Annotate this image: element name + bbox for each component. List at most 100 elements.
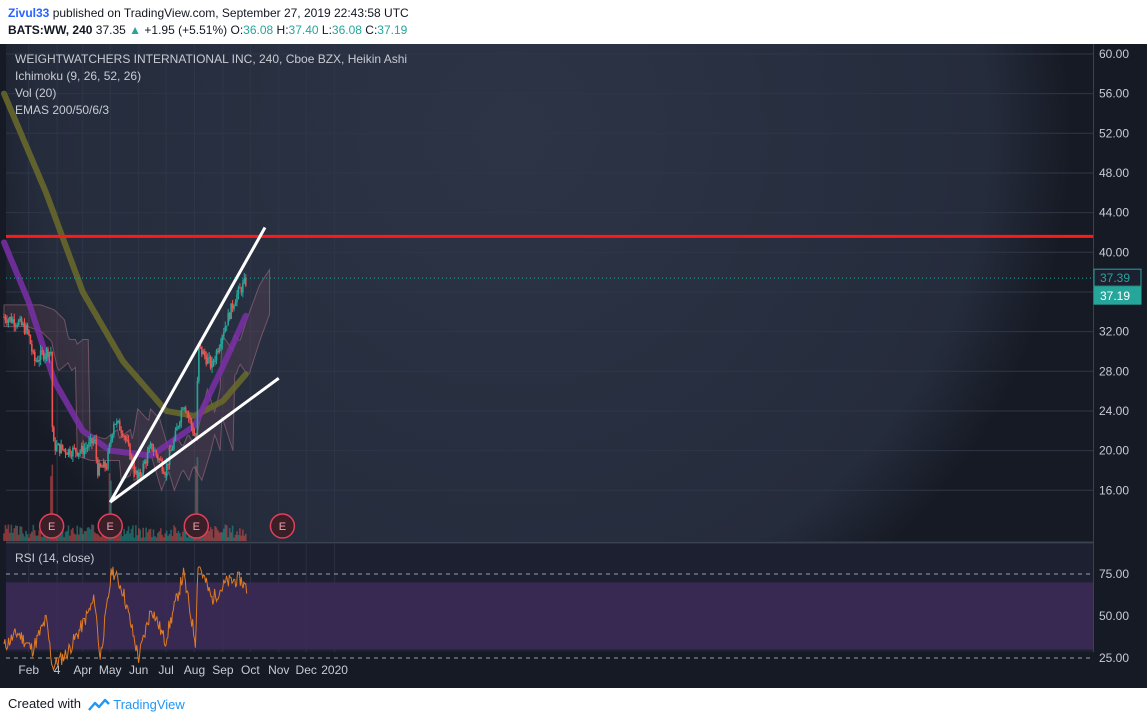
- volume-bar: [126, 530, 128, 541]
- rsi-tick-label: 50.00: [1099, 609, 1129, 623]
- candle-body: [118, 420, 121, 431]
- candle-body: [227, 312, 229, 326]
- volume-bar: [158, 531, 161, 541]
- volume-bar: [129, 533, 131, 541]
- volume-bar: [79, 527, 81, 541]
- candle-body: [117, 420, 120, 422]
- emas-legend[interactable]: EMAS 200/50/6/3: [15, 103, 110, 117]
- candle-body: [190, 419, 193, 427]
- volume-bar: [13, 528, 16, 541]
- volume-bar: [19, 526, 21, 541]
- rsi-legend[interactable]: RSI (14, close): [15, 551, 95, 565]
- tradingview-brand[interactable]: TradingView: [113, 697, 185, 713]
- rsi-tick-label: 75.00: [1099, 567, 1129, 581]
- volume-bar: [214, 525, 216, 541]
- volume-bar: [20, 526, 23, 541]
- candle-body: [214, 360, 216, 363]
- candle-body: [80, 445, 83, 452]
- up-arrow-icon: ▲: [129, 23, 142, 37]
- candle-body: [91, 438, 93, 444]
- candle-body: [82, 445, 84, 455]
- volume-bar: [10, 524, 13, 541]
- volume-bar: [4, 524, 7, 541]
- x-tick-label: Sep: [212, 663, 234, 677]
- volume-bar: [138, 527, 140, 541]
- volume-bar: [64, 531, 67, 541]
- candle-body: [79, 451, 81, 453]
- ohlc-line: BATS:WW, 240 37.35 ▲ +1.95 (+5.51%) O:36…: [8, 23, 407, 37]
- ema200-line: [1, 90, 249, 420]
- volume-bar: [107, 537, 109, 541]
- y-tick-label: 40.00: [1099, 245, 1129, 259]
- ichimoku-legend[interactable]: Ichimoku (9, 26, 52, 26): [15, 69, 142, 83]
- candle-body: [108, 443, 111, 452]
- volume-bar: [33, 530, 36, 541]
- volume-bar: [39, 527, 42, 541]
- candle-body: [220, 343, 222, 348]
- candle-body: [130, 456, 133, 460]
- candle-body: [152, 449, 155, 452]
- author-link[interactable]: Zivul33: [8, 6, 50, 20]
- volume-bar: [29, 533, 32, 541]
- volume-bar: [168, 533, 171, 541]
- candle-body: [67, 449, 70, 455]
- volume-bar: [176, 533, 178, 541]
- candle-body: [208, 356, 210, 358]
- candle-body: [199, 344, 202, 347]
- volume-bar: [35, 535, 38, 541]
- volume-bar: [23, 536, 26, 541]
- volume-bar: [135, 525, 137, 541]
- y-tick-label: 20.00: [1099, 444, 1129, 458]
- volume-bar: [54, 537, 57, 541]
- candle-body: [231, 303, 234, 309]
- footer: Created with TradingView: [0, 688, 1147, 720]
- price-scale[interactable]: [1094, 44, 1147, 688]
- high-value: 37.40: [288, 23, 319, 37]
- close-label: C:: [365, 23, 378, 37]
- candle-body: [89, 438, 92, 442]
- volume-bar: [31, 531, 33, 541]
- volume-bar: [26, 534, 29, 541]
- rsi-tick-label: 25.00: [1099, 651, 1129, 665]
- volume-bar: [69, 535, 71, 541]
- earnings-marker: E: [97, 513, 123, 539]
- volume-bar: [88, 527, 90, 541]
- earnings-marker-circle: [269, 513, 296, 539]
- volume-bar: [237, 535, 240, 541]
- candle-body: [16, 325, 18, 327]
- volume-bar: [83, 531, 86, 541]
- candle-body: [14, 325, 17, 327]
- candle-body: [240, 288, 243, 293]
- candle-body: [102, 461, 105, 468]
- earnings-marker: E: [269, 513, 296, 539]
- drawings[interactable]: [6, 226, 1093, 504]
- volume-bar: [146, 532, 149, 541]
- candle-body: [120, 430, 123, 434]
- x-tick-label: Aug: [184, 663, 205, 677]
- earnings-marker-label: E: [193, 521, 200, 533]
- y-tick-label: 16.00: [1099, 483, 1129, 497]
- candle-body: [94, 439, 96, 442]
- volume-bar: [195, 465, 197, 541]
- candle-body: [41, 350, 43, 352]
- price-pane[interactable]: [6, 44, 1093, 541]
- candle-body: [48, 352, 51, 358]
- y-tick-label: 48.00: [1099, 166, 1129, 180]
- volume-bar: [16, 525, 18, 541]
- volume-bar: [145, 527, 147, 541]
- candle-body: [33, 351, 36, 361]
- volume-bar: [140, 537, 143, 541]
- volume-bar: [234, 534, 237, 541]
- candle-body: [20, 318, 23, 325]
- x-tick-label: Feb: [18, 663, 39, 677]
- earnings-marker-label: E: [48, 521, 55, 533]
- volume-bar: [217, 530, 219, 541]
- volume-bar: [38, 530, 40, 541]
- volume-legend[interactable]: Vol (20): [15, 86, 57, 100]
- candle-body: [7, 319, 10, 323]
- volume-bar: [123, 528, 125, 541]
- candle-body: [164, 473, 166, 476]
- candle-body: [55, 445, 58, 451]
